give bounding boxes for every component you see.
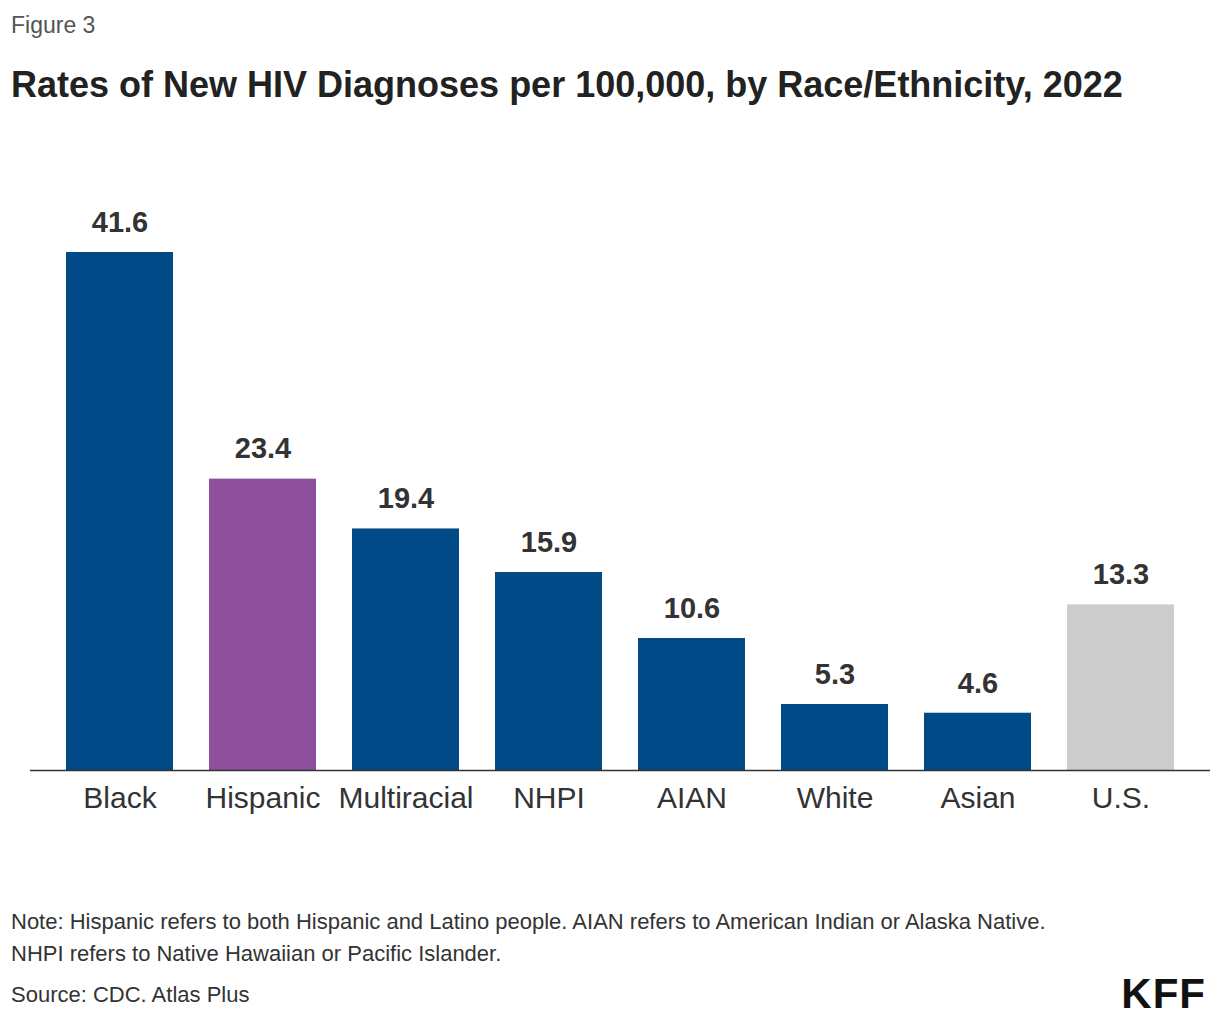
svg-text:Hispanic: Hispanic [205, 781, 320, 814]
html-text:KFF: KFF [1121, 970, 1206, 1017]
svg-text:10.6: 10.6 [664, 592, 720, 624]
svg-text:15.9: 15.9 [521, 526, 577, 558]
html-text:Figure 3: Figure 3 [11, 12, 96, 38]
svg-text:U.S.: U.S. [1092, 781, 1150, 814]
svg-text:5.3: 5.3 [815, 658, 855, 690]
svg-text:41.6: 41.6 [92, 206, 148, 238]
html-text:Source: CDC. Atlas Plus: Source: CDC. Atlas Plus [11, 982, 250, 1007]
svg-text:23.4: 23.4 [235, 432, 291, 464]
html-text:Note: Hispanic refers to both: Note: Hispanic refers to both Hispanic a… [11, 909, 1046, 966]
svg-text:White: White [797, 781, 874, 814]
svg-text:Black: Black [83, 781, 157, 814]
html-text:Rates of New HIV Diagnoses per: Rates of New HIV Diagnoses per 100,000, … [11, 64, 1123, 105]
svg-text:Asian: Asian [940, 781, 1015, 814]
svg-text:13.3: 13.3 [1093, 558, 1149, 590]
svg-text:19.4: 19.4 [378, 482, 434, 514]
svg-text:NHPI: NHPI [513, 781, 585, 814]
svg-text:Multiracial: Multiracial [338, 781, 473, 814]
svg-text:AIAN: AIAN [657, 781, 727, 814]
svg-text:4.6: 4.6 [958, 667, 998, 699]
